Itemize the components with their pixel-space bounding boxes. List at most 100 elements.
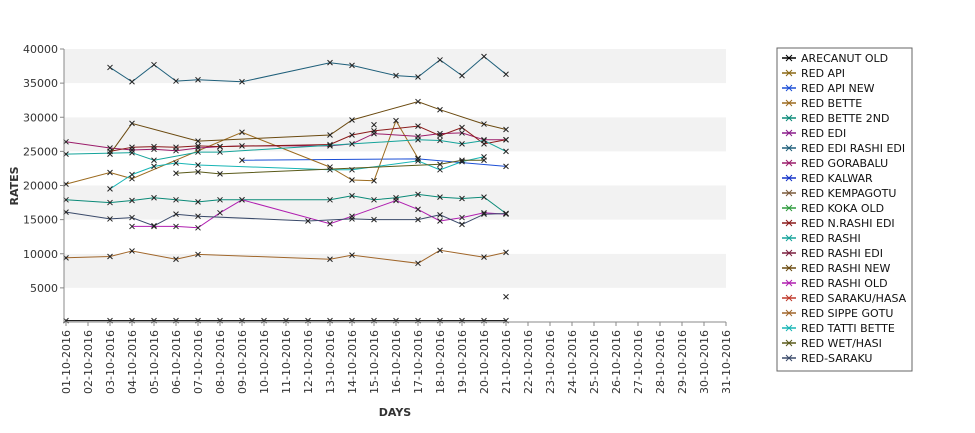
data-point-stroke xyxy=(415,206,421,213)
data-point-stroke xyxy=(327,141,333,148)
data-point xyxy=(349,177,355,183)
data-point xyxy=(459,130,465,136)
x-tick-label: 17-10-2016 xyxy=(412,330,425,394)
x-tick-label: 27-10-2016 xyxy=(632,330,645,394)
data-point-stroke xyxy=(459,124,465,131)
data-point xyxy=(503,249,509,256)
data-point xyxy=(129,171,135,178)
data-point-stroke xyxy=(371,128,377,134)
data-point-stroke xyxy=(349,192,355,199)
data-point xyxy=(173,78,179,84)
grid-band xyxy=(64,151,726,186)
data-point-stroke xyxy=(349,141,355,147)
data-point-stroke xyxy=(349,252,355,258)
data-point xyxy=(437,57,443,63)
legend-marker xyxy=(785,144,793,152)
x-axis-ticks: 01-10-2016 02-10-2016 03-10-2016 04-10-2016… xyxy=(60,322,733,394)
legend-marker xyxy=(785,234,793,242)
data-point-stroke xyxy=(129,171,135,178)
legend-marker xyxy=(785,264,793,272)
data-point-stroke xyxy=(503,136,509,143)
data-point xyxy=(481,121,487,127)
data-point xyxy=(217,209,223,216)
data-point-stroke xyxy=(107,199,113,206)
data-point-stroke xyxy=(349,177,355,183)
data-point-stroke xyxy=(195,162,201,168)
data-point xyxy=(151,222,157,229)
data-point xyxy=(503,210,509,217)
x-tick-label: 05-10-2016 xyxy=(148,330,161,394)
data-point xyxy=(481,209,487,216)
data-point xyxy=(173,223,179,230)
data-point-stroke xyxy=(173,170,179,177)
x-tick-label: 08-10-2016 xyxy=(214,330,227,394)
data-point xyxy=(437,247,443,254)
data-point xyxy=(415,123,421,129)
y-tick-label: 5000 xyxy=(30,282,58,295)
background-bands xyxy=(64,49,726,322)
data-point-stroke xyxy=(327,143,333,149)
grid-band xyxy=(64,219,726,254)
data-point xyxy=(393,72,399,79)
data-point xyxy=(459,221,465,228)
legend-marker xyxy=(785,114,793,122)
data-point-stroke xyxy=(195,199,201,205)
data-point xyxy=(437,132,443,139)
x-tick-label: 15-10-2016 xyxy=(368,330,381,394)
legend-label: RED EDI xyxy=(801,127,846,140)
grid-band xyxy=(64,253,726,288)
data-point-stroke xyxy=(503,148,509,155)
data-point-stroke xyxy=(437,161,443,168)
data-point xyxy=(239,78,245,85)
x-tick-label: 24-10-2016 xyxy=(566,330,579,394)
legend: ARECANUT OLD RED API RED API NEW RED BETTE R… xyxy=(776,47,913,372)
data-point xyxy=(371,121,377,128)
data-point xyxy=(393,197,399,204)
data-point xyxy=(195,251,201,258)
data-point-stroke xyxy=(415,191,421,198)
data-point-stroke xyxy=(129,149,135,156)
data-point xyxy=(151,163,157,170)
data-point-stroke xyxy=(217,209,223,216)
data-point xyxy=(107,253,113,260)
data-point xyxy=(503,148,509,155)
data-point xyxy=(459,195,465,202)
data-point xyxy=(195,213,201,220)
data-point xyxy=(239,196,245,203)
legend-label: RED N.RASHI EDI xyxy=(801,217,895,230)
legend-marker xyxy=(785,354,793,362)
legend-label: RED SIPPE GOTU xyxy=(801,307,893,320)
data-point-stroke xyxy=(107,216,113,222)
data-point-stroke xyxy=(239,78,245,85)
data-point xyxy=(503,136,509,143)
data-point xyxy=(217,171,223,177)
x-tick-label: 06-10-2016 xyxy=(170,330,183,394)
legend-label: RED RASHI EDI xyxy=(801,247,883,260)
data-point-stroke xyxy=(195,143,201,149)
data-point-stroke xyxy=(503,249,509,256)
data-point-stroke xyxy=(415,136,421,143)
data-point-stroke xyxy=(415,216,421,223)
data-point-stroke xyxy=(173,144,179,151)
data-point xyxy=(195,162,201,168)
legend-box xyxy=(776,47,913,372)
grid-band xyxy=(64,49,726,84)
data-point-stroke xyxy=(239,196,245,203)
data-point-stroke xyxy=(349,117,355,123)
legend-marker xyxy=(785,249,793,257)
legend-label: RED RASHI OLD xyxy=(801,277,888,290)
data-point xyxy=(349,166,355,173)
data-point xyxy=(217,143,223,150)
y-axis-ticks: 5000 10000 15000 20000 25000 30000 35000 40000 xyxy=(23,43,64,295)
data-point xyxy=(481,211,487,218)
x-tick-label: 28-10-2016 xyxy=(654,330,667,394)
data-point-stroke xyxy=(151,222,157,229)
data-point-stroke xyxy=(415,123,421,129)
series-line xyxy=(109,125,507,152)
data-point-stroke xyxy=(327,59,333,66)
data-point-stroke xyxy=(481,121,487,127)
data-point xyxy=(459,158,465,165)
data-point-stroke xyxy=(481,137,487,144)
